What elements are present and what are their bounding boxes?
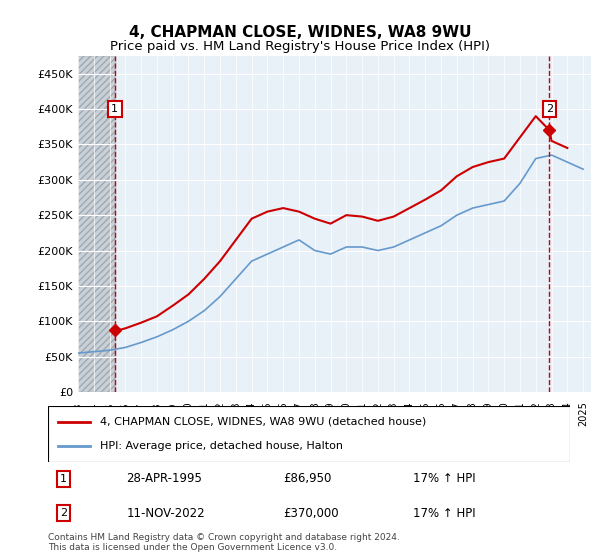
Bar [78, 56, 115, 392]
Text: Price paid vs. HM Land Registry's House Price Index (HPI): Price paid vs. HM Land Registry's House … [110, 40, 490, 53]
Text: 4, CHAPMAN CLOSE, WIDNES, WA8 9WU: 4, CHAPMAN CLOSE, WIDNES, WA8 9WU [129, 25, 471, 40]
Text: 28-APR-1995: 28-APR-1995 [127, 473, 202, 486]
Text: 17% ↑ HPI: 17% ↑ HPI [413, 473, 476, 486]
Text: 2: 2 [60, 508, 67, 518]
Text: £86,950: £86,950 [283, 473, 331, 486]
Text: 4, CHAPMAN CLOSE, WIDNES, WA8 9WU (detached house): 4, CHAPMAN CLOSE, WIDNES, WA8 9WU (detac… [100, 417, 427, 427]
Text: 1: 1 [60, 474, 67, 484]
Text: 11-NOV-2022: 11-NOV-2022 [127, 507, 205, 520]
Text: 1: 1 [111, 104, 118, 114]
FancyBboxPatch shape [48, 406, 570, 462]
Text: Contains HM Land Registry data © Crown copyright and database right 2024.: Contains HM Land Registry data © Crown c… [48, 533, 400, 542]
Text: This data is licensed under the Open Government Licence v3.0.: This data is licensed under the Open Gov… [48, 543, 337, 552]
Text: 17% ↑ HPI: 17% ↑ HPI [413, 507, 476, 520]
Text: HPI: Average price, detached house, Halton: HPI: Average price, detached house, Halt… [100, 441, 343, 451]
Text: 2: 2 [546, 104, 553, 114]
Bar [78, 56, 115, 392]
Text: £370,000: £370,000 [283, 507, 338, 520]
